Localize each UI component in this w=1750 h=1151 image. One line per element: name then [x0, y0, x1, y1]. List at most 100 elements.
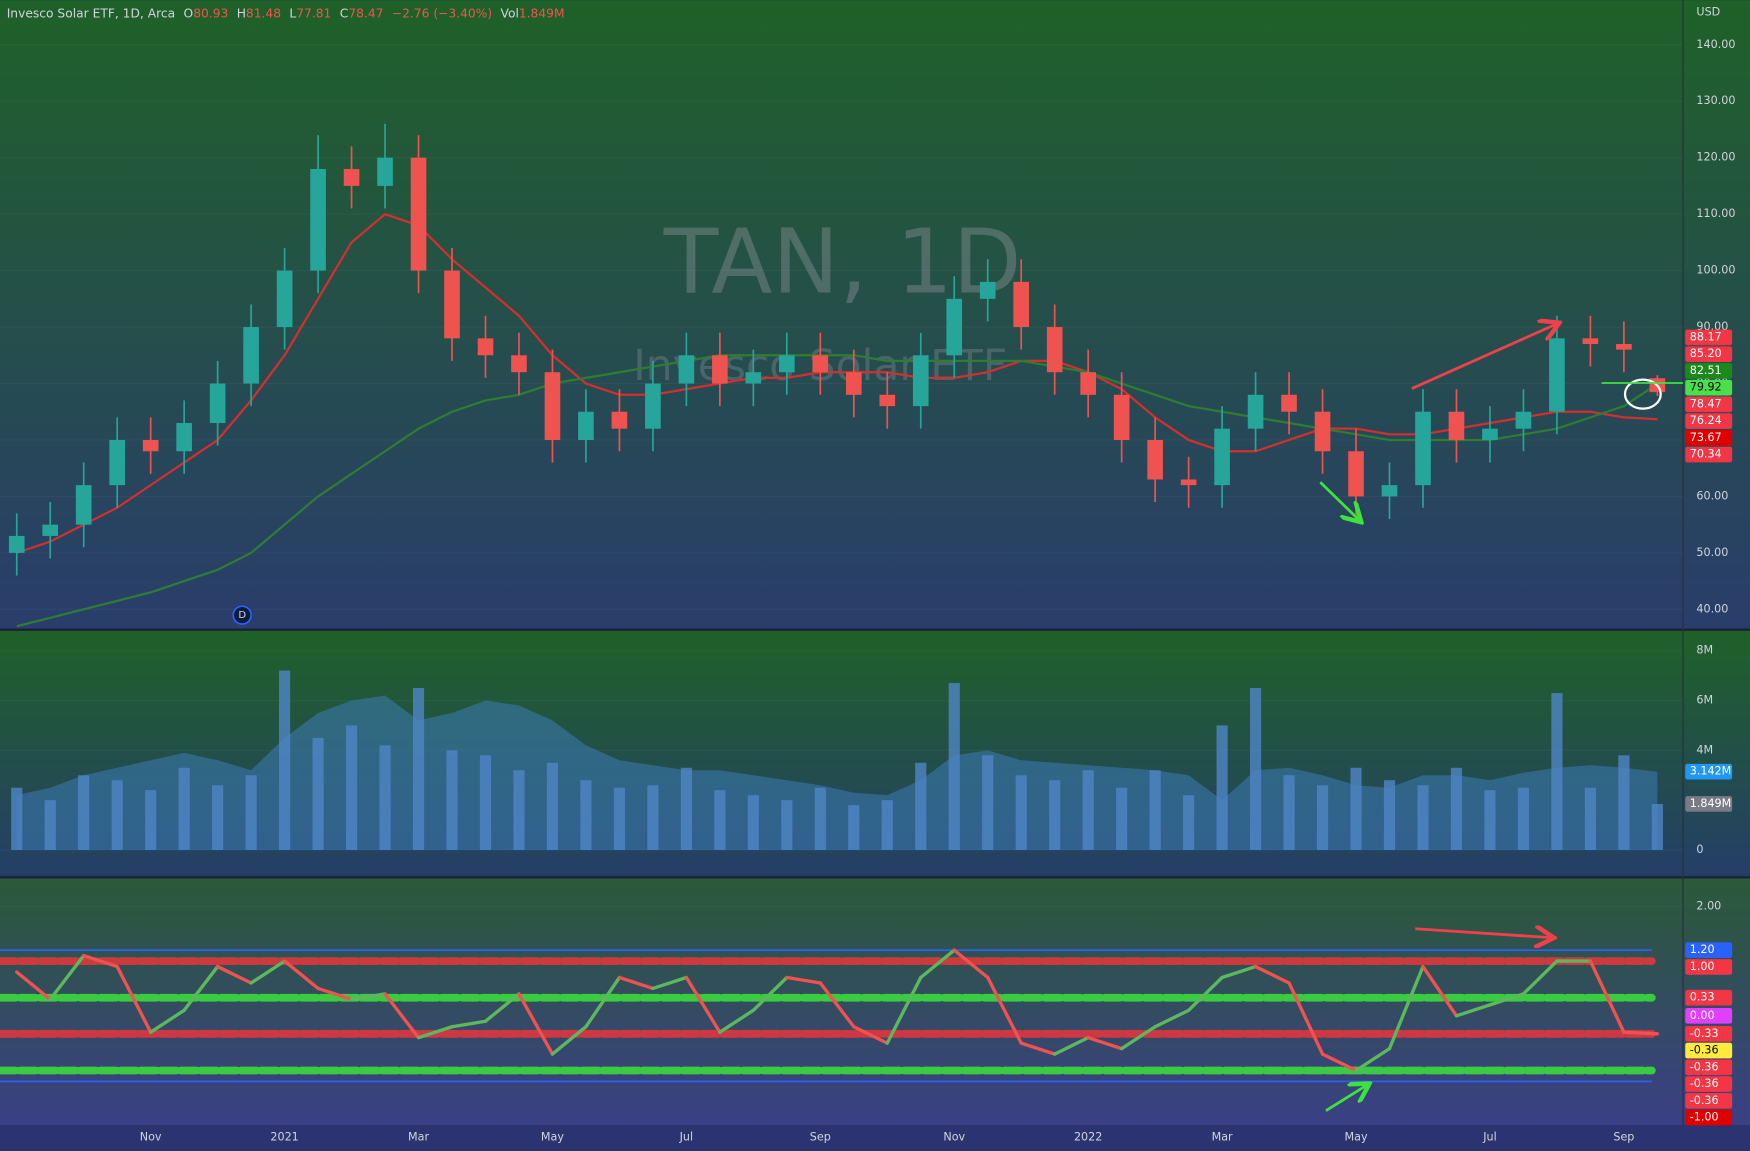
candle-body [243, 327, 259, 384]
oscillator-segment [148, 1008, 186, 1034]
volume-bar [44, 800, 56, 850]
x-tick-label: Sep [810, 1130, 831, 1143]
candle-body [1180, 479, 1197, 486]
candle-body [946, 298, 963, 356]
oscillator-segment [517, 992, 555, 1056]
field-label: H [237, 6, 246, 20]
candle-body [1314, 411, 1331, 452]
field-value: 80.93 [193, 6, 228, 20]
axis-label: -1.00 [1690, 1111, 1719, 1124]
candle-body [142, 439, 159, 452]
y-tick-label: 40.00 [1696, 602, 1728, 615]
volume-bar [312, 737, 324, 850]
candle-body [611, 411, 628, 429]
x-tick-label: Jul [1482, 1130, 1496, 1143]
axis-label-box [1685, 796, 1733, 812]
volume-bar [1183, 795, 1195, 850]
oscillator-segment [115, 964, 153, 1034]
volume-bar [178, 767, 190, 850]
candle-body [1080, 372, 1096, 395]
oscillator-segment [986, 975, 1023, 1045]
axis-label: 70.34 [1690, 448, 1722, 461]
y-tick-label: 2.00 [1696, 899, 1721, 912]
plot: 40.0050.0060.0070.0080.0090.00100.00110.… [0, 38, 1735, 1143]
volume-bar [1651, 803, 1663, 850]
oscillator-segment [1186, 975, 1224, 1012]
axis-label-box [1685, 346, 1733, 362]
oscillator-segment [785, 975, 822, 985]
axis-label-box [1685, 413, 1733, 429]
volume-bar [781, 800, 793, 850]
candle-body [276, 270, 293, 328]
watermark-symbol: TAN, 1D [663, 210, 1022, 314]
volume-bar [915, 762, 927, 850]
volume-bar [78, 775, 90, 850]
candle-body [779, 355, 795, 373]
annotation-arrow [1319, 481, 1359, 520]
axis-label-box [1685, 1076, 1733, 1092]
oscillator-segment [182, 964, 220, 1012]
volume-bar [412, 688, 425, 850]
volume-bar [982, 755, 994, 850]
candle-body [42, 524, 59, 536]
candle-body [511, 355, 527, 373]
dividend-icon[interactable] [232, 605, 252, 625]
field-value: 1.849M [519, 6, 565, 20]
oscillator-segment [1153, 1008, 1191, 1029]
axis-label: 82.51 [1690, 364, 1722, 377]
volume-bar [1049, 780, 1061, 850]
oscillator-pane [0, 878, 1750, 1126]
candle-body [1147, 439, 1163, 480]
axis-label-box [1685, 1092, 1733, 1109]
volume-bar [580, 780, 592, 850]
y-tick-label: 120.00 [1696, 151, 1735, 164]
x-tick-label: May [541, 1130, 564, 1143]
axis-label-box [1685, 379, 1733, 396]
volume-bar [814, 787, 826, 850]
field-value: 81.48 [246, 6, 281, 20]
oscillator-segment [1488, 992, 1526, 1007]
oscillator-segment [684, 975, 722, 1034]
candle-body [745, 372, 762, 384]
dividend-label[interactable]: D [238, 610, 246, 621]
oscillator-segment [885, 975, 923, 1045]
axis-label-box [1685, 446, 1733, 463]
candle-body [1549, 338, 1565, 412]
axis-label-box [1685, 959, 1733, 975]
candle-body [176, 423, 192, 452]
axis-label-box [1685, 1042, 1733, 1059]
candle-body [1381, 485, 1398, 497]
axis-label-box [1685, 430, 1733, 446]
oscillator-segment [48, 953, 86, 1002]
oscillator-segment [1287, 981, 1325, 1056]
candle-body [544, 372, 561, 440]
axis-label: 78.47 [1690, 397, 1722, 410]
candle-body [410, 157, 427, 271]
candle-body [1281, 394, 1297, 412]
oscillator-segment [718, 1008, 756, 1034]
axis-label: 79.92 [1690, 381, 1722, 394]
y-tick-label: 130.00 [1696, 94, 1735, 107]
volume-bar [1216, 725, 1228, 850]
candle-body [712, 355, 728, 384]
oscillator-segment [416, 1025, 454, 1040]
oscillator-segment [584, 975, 622, 1029]
oscillator-segment [818, 981, 856, 1029]
volume-bar [446, 750, 458, 850]
field-label: Vol [501, 6, 519, 20]
volume-bar [1417, 785, 1429, 850]
candle-body [8, 535, 25, 553]
candle-body [1214, 428, 1230, 486]
oscillator-segment [651, 975, 689, 991]
candle-body [1415, 411, 1431, 486]
oscillator-segment [1421, 964, 1459, 1018]
x-tick-label: 2022 [1074, 1130, 1102, 1143]
oscillator-segment [1119, 1025, 1157, 1051]
oscillator-segment [15, 970, 52, 1002]
volume-bar [714, 790, 726, 850]
candle-body [845, 372, 862, 395]
axis-label: 1.00 [1690, 960, 1715, 973]
axis-label-box [1685, 989, 1733, 1006]
x-tick-label: Mar [1212, 1130, 1233, 1143]
candle-body [678, 355, 695, 384]
